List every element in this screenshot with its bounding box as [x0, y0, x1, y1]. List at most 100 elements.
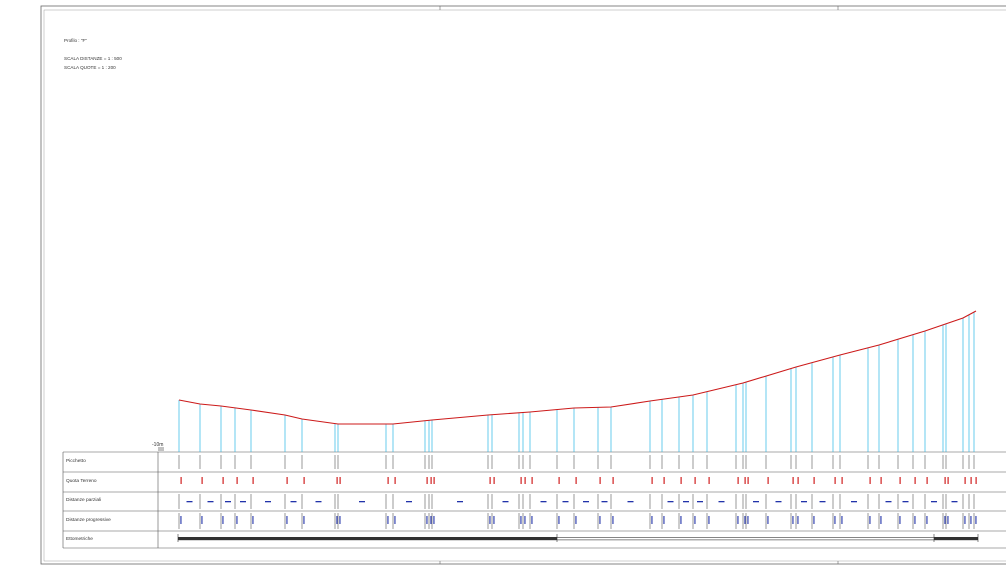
parziali-mark [240, 501, 246, 503]
parziali-mark [583, 501, 589, 503]
ettometriche-bar [177, 534, 979, 542]
progressive-mark [747, 516, 749, 524]
quota-mark [944, 477, 946, 484]
progressive-mark [599, 516, 601, 524]
progressive-mark [680, 516, 682, 524]
progressive-mark [236, 516, 238, 524]
parziali-mark [753, 501, 759, 503]
progressive-mark [694, 516, 696, 524]
quota-mark [899, 477, 901, 484]
station-lines [178, 312, 975, 452]
parziali-mark [186, 501, 193, 503]
quota-mark [426, 477, 428, 484]
progressive-mark [708, 516, 710, 524]
parziali-mark [457, 501, 463, 503]
parziali-mark [851, 501, 857, 503]
datum-label: -10m [152, 442, 164, 448]
quota-mark [339, 477, 341, 484]
parziali-mark [801, 501, 807, 503]
quota-mark [558, 477, 560, 484]
quota-mark [303, 477, 305, 484]
height-scale: SCALA QUOTE = 1 : 200 [64, 65, 116, 70]
parziali-mark [775, 501, 782, 503]
profile-title: Profilo : "F" [64, 38, 87, 43]
progressive-mark [792, 516, 794, 524]
parziali-mark [951, 501, 958, 503]
quota-mark [531, 477, 533, 484]
progressive-mark [970, 516, 972, 524]
quota-mark [493, 477, 495, 484]
progressive-mark [387, 516, 389, 524]
quota-mark [680, 477, 682, 484]
parziali-mark [562, 501, 569, 503]
progressive-mark [797, 516, 799, 524]
quota-mark [433, 477, 435, 484]
parziali-mark [290, 501, 297, 503]
parziali-mark [683, 501, 689, 503]
row-label-picchetto: Picchetto [66, 459, 86, 464]
progressive-mark [834, 516, 836, 524]
quota-mark [792, 477, 794, 484]
progressive-mark [524, 516, 526, 524]
quota-mark [387, 477, 389, 484]
progressive-mark [869, 516, 871, 524]
progressive-mark [339, 516, 341, 524]
progressive-mark [975, 516, 977, 524]
progressive-mark [944, 516, 946, 524]
parziali-mark [885, 501, 892, 503]
parziali-mark [315, 501, 322, 503]
parziali-mark [225, 501, 231, 503]
datum-marker [158, 447, 164, 451]
progressive-mark [433, 516, 435, 524]
quota-mark [430, 477, 432, 484]
quota-mark [914, 477, 916, 484]
progressive-mark [520, 516, 522, 524]
quota-mark [575, 477, 577, 484]
parziali-mark [502, 501, 509, 503]
progressive-mark [558, 516, 560, 524]
progressive-mark [493, 516, 495, 524]
progressive-mark [336, 516, 338, 524]
terrain-profile-line [178, 310, 977, 425]
progressive-mark [303, 516, 305, 524]
row-label-distanze-parziali: Distanze parziali [66, 498, 102, 503]
quota-mark [612, 477, 614, 484]
quota-mark [708, 477, 710, 484]
quota-mark [880, 477, 882, 484]
progressive-mark [744, 516, 746, 524]
progressive-mark [575, 516, 577, 524]
quota-mark [975, 477, 977, 484]
parziali-mark [902, 501, 909, 503]
parziali-mark [540, 501, 547, 503]
progressive-mark [899, 516, 901, 524]
parziali-mark [697, 501, 703, 503]
parziali-mark [819, 501, 826, 503]
progressive-mark [880, 516, 882, 524]
quota-mark [236, 477, 238, 484]
progressive-mark [947, 516, 949, 524]
row-label-ettometriche: Ettometriche [66, 537, 93, 542]
progressive-mark [222, 516, 224, 524]
quota-mark [869, 477, 871, 484]
progressive-mark [426, 516, 428, 524]
quota-mark [737, 477, 739, 484]
row-label-quota-terreno: Quota Terreno [66, 479, 97, 484]
quota-mark [524, 477, 526, 484]
parziali-mark [207, 501, 214, 503]
quota-mark [201, 477, 203, 484]
quota-mark [394, 477, 396, 484]
quota-mark [599, 477, 601, 484]
quota-mark [744, 477, 746, 484]
progressive-mark [612, 516, 614, 524]
progressive-mark [531, 516, 533, 524]
quota-mark [797, 477, 799, 484]
quota-mark [651, 477, 653, 484]
progressive-mark [663, 516, 665, 524]
parziali-mark [931, 501, 937, 503]
parziali-mark [359, 501, 365, 503]
quota-mark [694, 477, 696, 484]
parziali-mark [601, 501, 608, 503]
quota-mark [663, 477, 665, 484]
progressive-mark [841, 516, 843, 524]
